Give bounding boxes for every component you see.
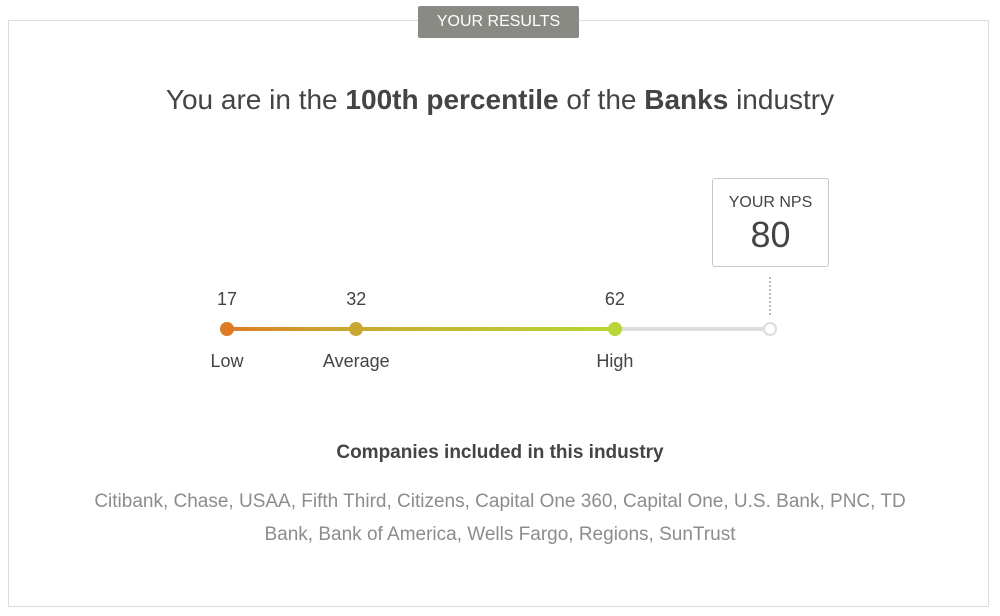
scale-value: 32 (346, 289, 367, 309)
headline: You are in the 100th percentile of the B… (0, 84, 1000, 116)
headline-emphasis: 100th percentile (345, 84, 559, 115)
scale-dot (607, 322, 622, 336)
nps-box: YOUR NPS 80 (712, 178, 829, 267)
scale-track-gradient (227, 327, 615, 331)
companies-title: Companies included in this industry (336, 442, 664, 463)
scale-dot (349, 322, 364, 336)
nps-dot (763, 322, 777, 336)
headline-emphasis: Banks (644, 84, 729, 115)
scale-value: 62 (604, 289, 625, 309)
nps-value: 80 (750, 214, 791, 255)
scale-label: Average (322, 351, 390, 371)
scale-label: Low (210, 351, 244, 371)
scale-dot (220, 322, 234, 336)
scale-label: High (596, 351, 634, 371)
companies-list: Citibank, Chase, USAA, Fifth Third, Citi… (94, 491, 906, 545)
nps-label: YOUR NPS (728, 194, 813, 211)
scale-track-rest (614, 327, 770, 331)
scale-value: 17 (216, 289, 238, 309)
results-badge: YOUR RESULTS (418, 6, 579, 38)
headline-text: You are in the (165, 84, 346, 115)
nps-connector (769, 277, 771, 315)
headline-text: of the (558, 84, 645, 115)
headline-text: industry (728, 84, 835, 115)
